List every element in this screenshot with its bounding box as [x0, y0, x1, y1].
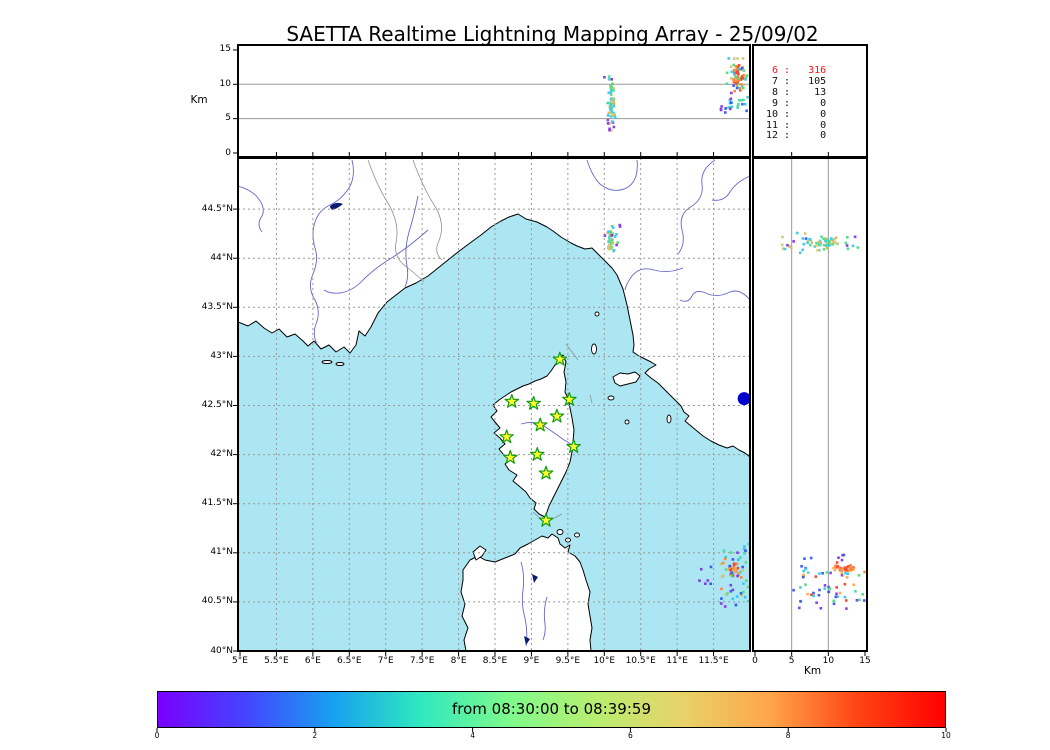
lat-tick-41: 41°N: [210, 547, 233, 558]
lon-tick-10.5: 10.5°E: [625, 656, 656, 666]
source-count-panel: 6 : 316 7 : 105 8 : 13 9 : 0 10 : 0 11 : 0…: [766, 65, 827, 142]
station-star: [526, 395, 541, 410]
top-panel-ylabel: Km: [190, 94, 208, 106]
top-panel-ytick-15: 15: [219, 44, 231, 55]
lon-tick-9.5: 9.5°E: [555, 656, 581, 666]
lat-tick-40: 40°N: [210, 645, 233, 656]
source-count-row-11: 11 : 0: [766, 119, 827, 131]
station-star: [532, 417, 548, 432]
lightning-cluster-south-storm-right-band: [832, 563, 866, 574]
source-count-row-6: 6 : 316: [766, 65, 827, 76]
top-panel-ytick-5: 5: [225, 113, 231, 124]
colorbar-tick-10: 10: [941, 731, 951, 740]
lat-tick-43.5: 43.5°N: [201, 301, 233, 312]
lon-tick-5.5: 5.5°E: [264, 656, 289, 666]
lightning-cluster-north-storm-top-high: [603, 75, 613, 81]
lightning-cluster-south-storm-right-halo: [798, 571, 866, 610]
lon-tick-8.5: 8.5°E: [482, 656, 508, 666]
colorbar-tick-0: 0: [154, 731, 160, 740]
lightning-cluster-south-storm-map-halo: [719, 549, 750, 608]
station-star: [566, 439, 581, 453]
lightning-cluster-north-storm-right-high: [845, 235, 860, 251]
lon-tick-7: 7°E: [377, 656, 394, 666]
lightning-cluster-south-storm-right-north: [835, 553, 846, 564]
source-count-row-10: 10 : 0: [766, 108, 827, 120]
source-count-row-9: 9 : 0: [766, 97, 827, 109]
lat-tick-41.5: 41.5°N: [201, 498, 233, 509]
lat-tick-42.5: 42.5°N: [201, 400, 233, 410]
lon-tick-9: 9°E: [523, 656, 540, 666]
lightning-cluster-south-storm-top-west: [719, 91, 733, 114]
top-panel-ytick-0: 0: [225, 147, 231, 158]
top-panel-ytick-10: 10: [219, 78, 231, 89]
lon-tick-6: 6°E: [304, 656, 321, 666]
lon-tick-10: 10°E: [593, 656, 616, 666]
station-star: [552, 351, 568, 366]
source-count-row-12: 12 : 0: [766, 130, 827, 142]
colorbar-tick-8: 8: [785, 731, 791, 740]
station-star: [503, 449, 518, 464]
source-count-row-8: 8 : 13: [766, 86, 827, 98]
lon-tick-7.5: 7.5°E: [409, 656, 435, 666]
lon-tick-6.5: 6.5°E: [337, 656, 362, 666]
colorbar-time-range-label: from 08:30:00 to 08:39:59: [451, 700, 651, 718]
time-colorbar: from 08:30:00 to 08:39:59: [157, 691, 946, 728]
source-count-row-7: 7 : 105: [766, 75, 827, 87]
lon-tick-11.5: 11.5°E: [698, 656, 729, 666]
lightning-cluster-south-storm-right-low: [792, 556, 821, 598]
right-panel-xtick-10: 10: [822, 656, 835, 666]
lightning-cluster-north-storm-right-low: [780, 231, 808, 255]
lat-tick-44.5: 44.5°N: [201, 203, 233, 214]
lightning-cluster-north-storm-top-low: [606, 116, 617, 132]
lon-tick-11: 11°E: [666, 656, 688, 666]
station-star: [499, 429, 514, 444]
lat-tick-44: 44°N: [210, 252, 233, 263]
lon-tick-5: 5°E: [232, 656, 248, 666]
lightning-cluster-south-storm-map-west: [698, 565, 713, 586]
lon-tick-8: 8°E: [450, 656, 467, 666]
right-panel-xtick-5: 5: [788, 656, 795, 666]
lightning-cluster-north-storm-map-halo: [603, 224, 619, 247]
station-star: [538, 512, 554, 527]
lat-tick-42: 42°N: [210, 449, 233, 460]
lightning-cluster-south-storm-top-core: [731, 64, 745, 93]
lightning-cluster-north-storm-right-core: [806, 235, 848, 252]
station-star: [562, 392, 577, 406]
colorbar-tick-4: 4: [470, 731, 475, 740]
station-star: [549, 408, 565, 423]
station-markers: [499, 351, 581, 527]
lightning-cluster-north-storm-map-outlier: [618, 223, 622, 228]
colorbar-tick-6: 6: [628, 731, 633, 740]
station-star: [530, 447, 545, 461]
colorbar-tick-2: 2: [312, 731, 318, 740]
station-star: [504, 394, 519, 408]
station-star: [538, 465, 554, 480]
lat-tick-40.5: 40.5°N: [201, 596, 233, 607]
lightning-cluster-north-storm-top: [606, 82, 616, 118]
right-panel-xtick-0: 0: [752, 656, 758, 666]
lightning-cluster-south-storm-map-north: [742, 542, 750, 552]
right-panel-xlabel: Km: [803, 665, 822, 677]
lat-tick-43: 43°N: [210, 350, 233, 361]
right-panel-xtick-15: 15: [859, 656, 871, 666]
page-title: SAETTA Realtime Lightning Mapping Array …: [286, 22, 819, 46]
